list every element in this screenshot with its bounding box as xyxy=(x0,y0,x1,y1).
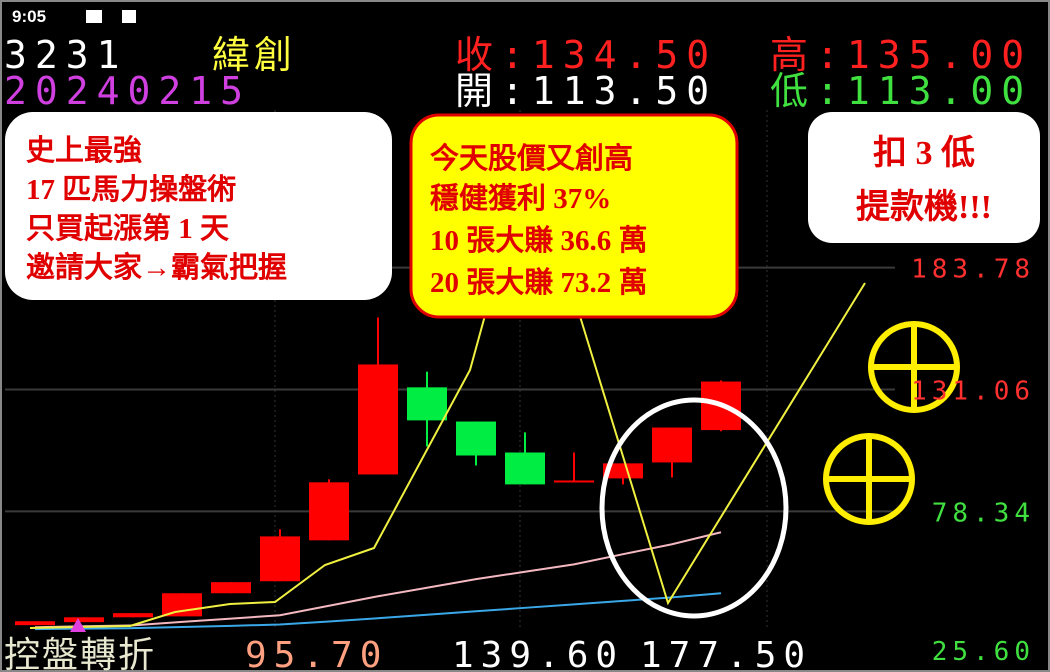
callout-text: 扣 3 低 xyxy=(873,134,975,172)
candle-body xyxy=(162,593,202,617)
footer-value: 25.60 xyxy=(932,637,1035,667)
callout-text: 10 張大賺 36.6 萬 xyxy=(430,224,648,257)
callout-box xyxy=(808,112,1040,243)
candle-body xyxy=(309,482,349,541)
candle-body xyxy=(652,427,692,463)
y-tick-label: 78.34 xyxy=(932,498,1035,528)
footer-value: 177.50 xyxy=(640,635,812,672)
candle-body xyxy=(64,617,104,623)
callout-text: 提款機!!! xyxy=(856,188,992,226)
candle-body xyxy=(260,536,300,582)
open-price: 開:113.50 xyxy=(455,69,717,113)
candle-body xyxy=(407,387,447,421)
y-tick-label: 183.78 xyxy=(911,255,1035,285)
candle-body xyxy=(603,463,643,479)
callout-text: 只買起漲第 1 天 xyxy=(26,211,229,245)
low-price: 低:113.00 xyxy=(770,69,1032,113)
stock-code: 3231 xyxy=(4,33,128,77)
callout-text: 穩健獲利 37% xyxy=(430,182,611,215)
callouts: 史上最強 17 匹馬力操盤術 只買起漲第 1 天 邀請大家→霸氣把握 今天股價又… xyxy=(26,134,992,299)
candle-body xyxy=(211,582,251,594)
candle-body xyxy=(505,452,545,485)
status-icon xyxy=(86,10,102,23)
trend-line xyxy=(29,282,866,629)
highlight-circle xyxy=(599,397,789,619)
footer-label: 控盤轉折 xyxy=(4,635,156,672)
status-time: 9:05 xyxy=(12,7,46,26)
y-tick-label: 131.06 xyxy=(911,377,1035,407)
close-price: 收:134.50 xyxy=(455,33,717,77)
callout-text: 史上最強 xyxy=(26,134,142,167)
callout-box xyxy=(409,113,739,319)
high-price: 高:135.00 xyxy=(770,33,1032,77)
header: 3231 緯創 收:134.50 高:135.00 20240215 開:113… xyxy=(4,33,1032,113)
status-icon xyxy=(122,10,136,23)
callout-text: 今天股價又創高 xyxy=(430,141,633,175)
moving-average xyxy=(34,531,722,629)
footer-value: 139.60 xyxy=(452,635,624,672)
candle-body xyxy=(15,621,55,626)
candle-body xyxy=(358,364,398,475)
candle-body xyxy=(456,421,496,456)
plot xyxy=(15,317,741,631)
footer: 控盤轉折 95.70 139.60 177.50 25.60 xyxy=(4,635,1035,672)
moving-average xyxy=(34,592,722,631)
callout-text: 邀請大家→霸氣把握 xyxy=(26,250,287,284)
candle-body xyxy=(113,613,153,618)
target-icon xyxy=(823,321,960,525)
stock-name: 緯創 xyxy=(212,33,296,77)
callout-text: 17 匹馬力操盤術 xyxy=(26,173,236,206)
marker-triangle xyxy=(70,618,86,632)
date: 20240215 xyxy=(4,69,251,113)
callout-box xyxy=(5,112,392,300)
callout-text: 20 張大賺 73.2 萬 xyxy=(430,266,648,299)
candle-body xyxy=(554,480,594,483)
footer-value: 95.70 xyxy=(245,635,388,672)
